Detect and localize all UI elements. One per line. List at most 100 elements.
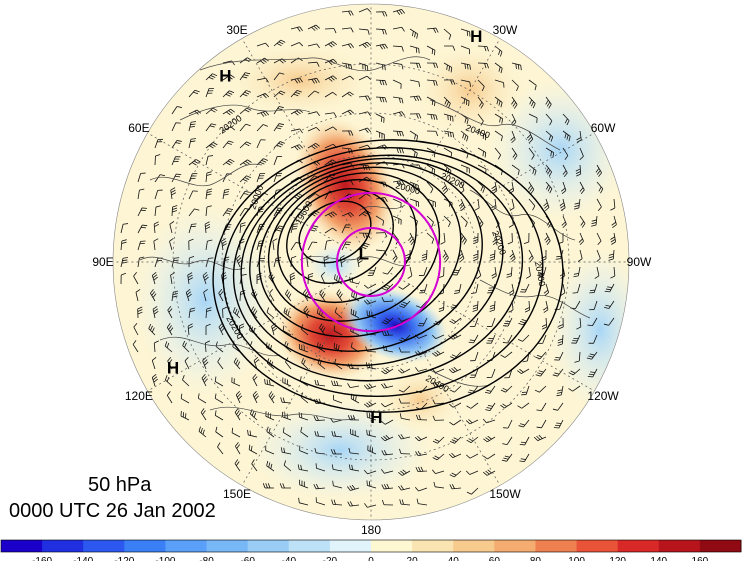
wind-barb-shaft	[383, 300, 394, 303]
wind-barb-feather	[431, 334, 437, 339]
wind-barb-feather	[379, 80, 382, 86]
wind-barb-feather	[208, 145, 214, 149]
wind-barb-feather	[382, 272, 388, 275]
wind-barb-feather	[523, 241, 529, 245]
wind-barb-shaft	[562, 181, 567, 191]
wind-barb-shaft	[265, 450, 275, 455]
wind-barb-feather	[435, 27, 439, 33]
wind-barb-feather	[347, 213, 352, 218]
wind-barb-shaft	[205, 73, 213, 81]
wind-barb-feather	[219, 325, 224, 330]
wind-barb-feather	[502, 443, 508, 445]
wind-barb-shaft	[341, 91, 350, 98]
high-pressure-marker: H	[370, 408, 382, 427]
wind-barb-feather	[401, 64, 404, 70]
wind-barb-feather	[512, 153, 517, 158]
wind-barb-feather	[362, 233, 365, 239]
wind-barb-shaft	[367, 300, 377, 305]
wind-barb-feather	[324, 257, 329, 261]
wind-barb-feather	[333, 499, 336, 505]
wind-barb-feather	[605, 304, 611, 307]
wind-barb-shaft	[443, 249, 449, 258]
wind-barb-feather	[333, 342, 336, 348]
wind-barb-shaft	[205, 142, 214, 149]
wind-barb-shaft	[423, 283, 428, 293]
wind-barb-feather	[546, 221, 551, 226]
wind-barb-feather	[482, 187, 485, 193]
wind-barb-feather	[416, 305, 422, 308]
wind-barb-shaft	[418, 368, 428, 372]
wind-barb-feather	[338, 345, 340, 351]
wind-barb-shaft	[239, 159, 248, 166]
colorbar-tick-label: -80	[199, 556, 214, 561]
wind-barb-shaft	[579, 164, 582, 175]
wind-barb-feather	[188, 277, 193, 281]
wind-barb-shaft	[375, 113, 385, 119]
colorbar-tick-label: -120	[114, 556, 134, 561]
coastline-segment	[479, 279, 591, 319]
wind-barb-feather	[308, 272, 314, 276]
wind-barb-shaft	[201, 377, 207, 387]
wind-barb-feather	[384, 232, 388, 238]
wind-barb-shaft	[324, 112, 334, 115]
wind-barb-feather	[246, 90, 251, 93]
wind-barb-shaft	[336, 293, 343, 302]
wind-barb-feather	[396, 181, 400, 186]
colorbar-tick-label: 100	[568, 556, 585, 561]
wind-barb-shaft	[452, 402, 462, 408]
wind-barb-shaft	[153, 241, 156, 251]
wind-barb-shaft	[256, 173, 261, 183]
wind-barb-shaft	[494, 113, 503, 120]
wind-barb-shaft	[188, 173, 193, 183]
wind-barb-shaft	[239, 141, 247, 149]
wind-barb-shaft	[392, 232, 399, 241]
wind-barb-shaft	[418, 453, 428, 457]
wind-barb-feather	[282, 325, 285, 331]
wind-barb-feather	[215, 426, 218, 432]
wind-barb-shaft	[472, 385, 479, 394]
wind-barb-feather	[451, 472, 457, 476]
wind-barb-feather	[384, 29, 387, 35]
wind-barb-feather	[587, 375, 593, 378]
wind-barb-feather	[400, 485, 405, 490]
wind-barb-feather	[251, 459, 255, 464]
wind-barb-feather	[489, 304, 495, 307]
wind-barb-feather	[486, 407, 492, 409]
wind-barb-feather	[473, 241, 479, 245]
wind-barb-feather	[301, 357, 304, 363]
wind-barb-feather	[347, 383, 351, 388]
wind-barb-feather	[438, 275, 444, 278]
wind-barb-shaft	[234, 412, 241, 421]
wind-barb-shaft	[235, 394, 241, 404]
wind-barb-shaft	[358, 193, 367, 200]
wind-barb-shaft	[319, 293, 326, 302]
wind-barb-feather	[544, 292, 549, 297]
wind-barb-shaft	[392, 62, 402, 65]
reference-latitude-circles	[300, 191, 442, 333]
wind-barb-shaft	[268, 395, 275, 404]
wind-barb-shaft	[341, 212, 351, 217]
wind-barb-feather	[484, 391, 490, 394]
wind-barb-feather	[295, 208, 301, 210]
wind-barb-shaft	[443, 28, 452, 36]
wind-barb-shaft	[205, 123, 212, 132]
wind-barb-shaft	[315, 419, 326, 421]
wind-barb-shaft	[401, 436, 411, 440]
wind-barb-shaft	[545, 181, 553, 189]
wind-barb-shaft	[367, 417, 377, 421]
wind-barb-shaft	[341, 43, 351, 47]
wind-barb-feather	[472, 307, 478, 310]
wind-barb-feather	[527, 185, 532, 190]
wind-barb-shaft	[153, 224, 156, 234]
wind-barb-feather	[190, 138, 196, 140]
wind-barb-feather	[313, 25, 318, 30]
wind-barb-shaft	[409, 130, 418, 137]
wind-barb-feather	[193, 160, 199, 164]
wind-barb-shaft	[324, 227, 333, 234]
wind-barb-shaft	[205, 258, 209, 268]
wind-barb-feather	[333, 112, 337, 118]
wind-barb-feather	[270, 361, 274, 367]
meridian-line	[390, 132, 595, 252]
wind-barb-feather	[415, 451, 419, 456]
wind-barb-feather	[568, 372, 574, 376]
